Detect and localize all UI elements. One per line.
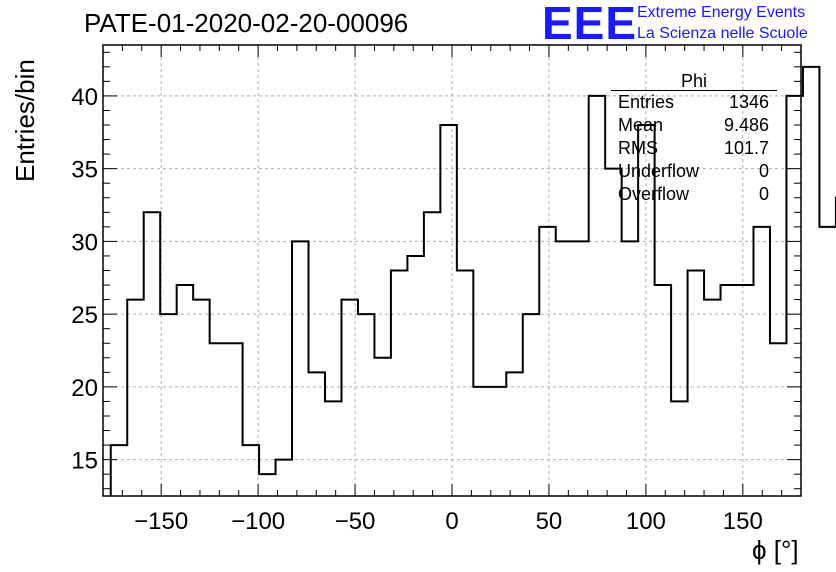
tick-labels: −150 −100 −50 0 50 100 150 15 20 25 30 35 40 <box>71 84 763 535</box>
stats-row-rms: RMS 101.7 <box>611 137 777 160</box>
logo-subtitle-2: La Scienza nelle Scuole <box>637 25 808 42</box>
y-tick-label: 40 <box>71 84 98 111</box>
y-axis-label: Entries/bin <box>10 59 40 182</box>
stats-histogram-name: Phi <box>680 71 707 91</box>
x-tick-label: 50 <box>536 508 563 535</box>
stats-value: 101.7 <box>723 138 769 158</box>
stats-value: 0 <box>758 184 769 204</box>
x-axis-label: ϕ [°] <box>752 535 799 565</box>
stats-box: Phi Entries 1346 Mean 9.486 RMS 101.7 Un… <box>611 70 777 206</box>
stats-label: RMS <box>618 138 658 158</box>
stats-label: Mean <box>618 115 664 135</box>
stats-row-underflow: Underflow 0 <box>611 160 777 183</box>
x-tick-label: 0 <box>445 508 458 535</box>
x-tick-label: 100 <box>626 508 666 535</box>
histogram <box>109 65 836 496</box>
y-tick-label: 20 <box>71 375 98 402</box>
y-tick-label: 35 <box>71 157 98 184</box>
x-tick-label: −150 <box>134 508 188 535</box>
y-tick-label: 25 <box>71 302 98 329</box>
stats-label: Overflow <box>618 184 690 204</box>
x-tick-label: 150 <box>723 508 763 535</box>
eee-logo: EEE <box>542 0 638 49</box>
stats-value: 9.486 <box>723 115 769 135</box>
grid-lines <box>103 45 801 496</box>
x-tick-label: −50 <box>335 508 376 535</box>
stats-label: Entries <box>618 92 675 112</box>
x-tick-label: −100 <box>231 508 285 535</box>
histogram-outline <box>109 65 836 496</box>
y-tick-label: 30 <box>71 229 98 256</box>
stats-label: Underflow <box>618 161 700 181</box>
plot-title: PATE-01-2020-02-20-00096 <box>84 8 409 38</box>
stats-value: 0 <box>758 161 769 181</box>
y-tick-label: 15 <box>71 448 98 475</box>
logo-subtitle-1: Extreme Energy Events <box>637 4 806 21</box>
stats-divider <box>611 90 777 91</box>
axis-ticks <box>102 45 802 496</box>
stats-row-entries: Entries 1346 <box>611 91 777 114</box>
stats-value: 1346 <box>728 92 769 112</box>
stats-row-mean: Mean 9.486 <box>611 114 777 137</box>
stats-row-overflow: Overflow 0 <box>611 183 777 206</box>
